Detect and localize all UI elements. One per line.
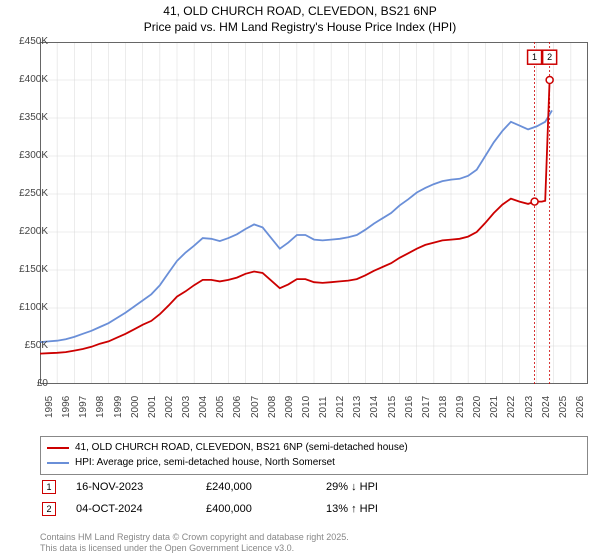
y-tick-label: £0	[8, 378, 48, 389]
svg-text:1: 1	[532, 52, 537, 62]
x-tick-label: 2005	[215, 396, 226, 418]
x-tick-label: 2025	[558, 396, 569, 418]
x-tick-label: 2011	[318, 396, 329, 418]
sale-marker-2: 2	[42, 502, 56, 516]
y-tick-label: £450K	[8, 36, 48, 47]
x-tick-label: 2003	[181, 396, 192, 418]
x-tick-label: 2018	[438, 396, 449, 418]
x-tick-label: 2013	[352, 396, 363, 418]
x-tick-label: 2015	[387, 396, 398, 418]
y-tick-label: £150K	[8, 264, 48, 275]
sale-date-2: 04-OCT-2024	[76, 503, 206, 515]
x-tick-label: 2006	[232, 396, 243, 418]
legend-row-hpi: HPI: Average price, semi-detached house,…	[47, 455, 581, 470]
x-tick-label: 2000	[130, 396, 141, 418]
x-tick-label: 2009	[284, 396, 295, 418]
footer: Contains HM Land Registry data © Crown c…	[40, 532, 349, 555]
chart-container: 41, OLD CHURCH ROAD, CLEVEDON, BS21 6NP …	[0, 0, 600, 560]
sale-date-1: 16-NOV-2023	[76, 481, 206, 493]
sale-marker-1: 1	[42, 480, 56, 494]
x-tick-label: 2004	[198, 396, 209, 418]
x-tick-label: 2010	[301, 396, 312, 418]
x-tick-label: 2026	[575, 396, 586, 418]
x-tick-label: 2023	[524, 396, 535, 418]
chart-wrap: 12	[40, 42, 588, 384]
legend-swatch-hpi	[47, 462, 69, 464]
svg-text:2: 2	[547, 52, 552, 62]
x-tick-label: 2001	[147, 396, 158, 418]
x-tick-label: 2016	[404, 396, 415, 418]
chart-svg: 12	[40, 42, 588, 384]
x-tick-label: 1996	[61, 396, 72, 418]
sale-row-2: 2 04-OCT-2024 £400,000 13% ↑ HPI	[40, 500, 588, 518]
sale-delta-2: 13% ↑ HPI	[326, 503, 426, 515]
sale-price-2: £400,000	[206, 503, 326, 515]
x-tick-label: 2008	[267, 396, 278, 418]
title-address: 41, OLD CHURCH ROAD, CLEVEDON, BS21 6NP	[0, 4, 600, 20]
x-tick-label: 2021	[489, 396, 500, 418]
title-block: 41, OLD CHURCH ROAD, CLEVEDON, BS21 6NP …	[0, 0, 600, 35]
x-tick-label: 2017	[421, 396, 432, 418]
x-tick-label: 2019	[455, 396, 466, 418]
x-tick-label: 1998	[95, 396, 106, 418]
x-tick-label: 2007	[250, 396, 261, 418]
x-tick-label: 2022	[506, 396, 517, 418]
x-tick-label: 2002	[164, 396, 175, 418]
y-tick-label: £350K	[8, 112, 48, 123]
footer-line1: Contains HM Land Registry data © Crown c…	[40, 532, 349, 543]
y-tick-label: £50K	[8, 340, 48, 351]
sale-delta-1: 29% ↓ HPI	[326, 481, 426, 493]
legend-label-hpi: HPI: Average price, semi-detached house,…	[75, 457, 335, 468]
title-subtitle: Price paid vs. HM Land Registry's House …	[0, 20, 600, 36]
sale-row-1: 1 16-NOV-2023 £240,000 29% ↓ HPI	[40, 478, 588, 496]
legend-label-price-paid: 41, OLD CHURCH ROAD, CLEVEDON, BS21 6NP …	[75, 442, 408, 453]
x-tick-label: 2020	[472, 396, 483, 418]
x-tick-label: 1997	[78, 396, 89, 418]
y-tick-label: £400K	[8, 74, 48, 85]
x-tick-label: 2014	[369, 396, 380, 418]
y-tick-label: £300K	[8, 150, 48, 161]
x-tick-label: 2024	[541, 396, 552, 418]
y-tick-label: £100K	[8, 302, 48, 313]
y-tick-label: £250K	[8, 188, 48, 199]
sale-price-1: £240,000	[206, 481, 326, 493]
legend-box: 41, OLD CHURCH ROAD, CLEVEDON, BS21 6NP …	[40, 436, 588, 475]
x-tick-label: 2012	[335, 396, 346, 418]
footer-line2: This data is licensed under the Open Gov…	[40, 543, 349, 554]
legend-swatch-price-paid	[47, 447, 69, 449]
x-tick-label: 1999	[113, 396, 124, 418]
legend-row-price-paid: 41, OLD CHURCH ROAD, CLEVEDON, BS21 6NP …	[47, 440, 581, 455]
x-tick-label: 1995	[44, 396, 55, 418]
y-tick-label: £200K	[8, 226, 48, 237]
